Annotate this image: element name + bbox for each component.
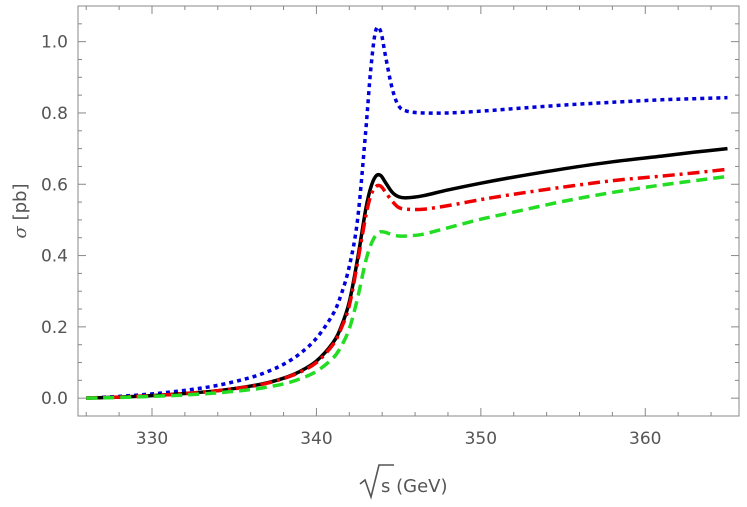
y-axis-label-symbol: σ (10, 225, 31, 238)
x-tick-label: 330 (136, 429, 168, 449)
x-axis-label-text: s (GeV) (381, 476, 448, 497)
x-tick-label: 340 (300, 429, 332, 449)
x-tick-label: 360 (629, 429, 661, 449)
axis-ticks (78, 5, 739, 417)
y-tick-label: 1.0 (41, 33, 68, 53)
x-axis-label-unit: (GeV) (390, 476, 447, 497)
x-axis-label: s (GeV) (359, 464, 448, 500)
x-axis-label-radicand: s (381, 476, 390, 497)
series-line-dashdot (86, 167, 728, 400)
x-tick-label: 350 (465, 429, 497, 449)
plot-frame (77, 5, 740, 417)
y-axis-label: σ [pb] (10, 184, 31, 239)
data-series (86, 25, 728, 400)
y-tick-label: 0.6 (41, 175, 68, 195)
series-line-dashed (86, 174, 728, 400)
radical-sign-icon (359, 464, 394, 500)
y-tick-label: 0.8 (41, 104, 68, 124)
y-tick-label: 0.4 (41, 247, 68, 267)
y-axis-label-unit: [pb] (10, 184, 31, 227)
series-line-solid (86, 146, 728, 400)
y-tick-label: 0.0 (41, 389, 68, 409)
axis-tick-labels: 330 340 350 360 0.0 0.2 0.4 0.6 0.8 1.0 (41, 33, 662, 449)
y-tick-label: 0.2 (41, 318, 68, 338)
series-line-dotted (86, 25, 728, 400)
